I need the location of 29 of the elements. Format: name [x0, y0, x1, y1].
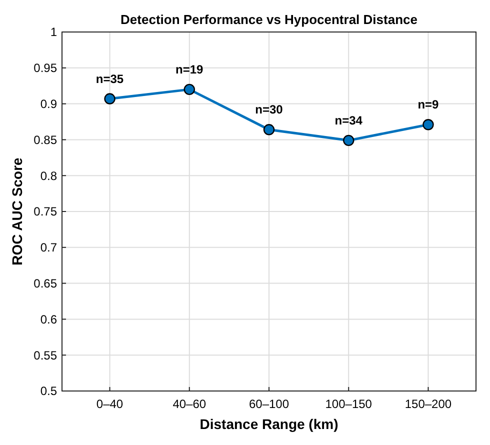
x-tick-label: 150–200: [404, 397, 452, 411]
annotation: n=9: [418, 98, 440, 112]
annotation: n=35: [96, 72, 124, 86]
y-axis-title: ROC AUC Score: [9, 157, 25, 266]
x-tick-label: 0–40: [96, 397, 124, 411]
annotation: n=19: [176, 62, 204, 76]
point: [104, 93, 116, 104]
x-tick-label: 40–60: [172, 397, 206, 411]
x-tick-label: 100–150: [325, 397, 372, 411]
x-axis-title: Distance Range (km): [200, 416, 338, 432]
y-tick-label: 0.7: [40, 240, 58, 255]
y-tick-label: 0.85: [34, 132, 58, 147]
chart-title: Detection Performance vs Hypocentral Distance: [120, 12, 418, 27]
y-tick-label: 0.55: [34, 348, 58, 362]
annotation: n=30: [255, 102, 284, 117]
y-tick-label: 0.75: [34, 204, 58, 219]
point: [184, 84, 195, 96]
y-tick-label: 0.8: [40, 168, 58, 183]
point: [343, 134, 354, 146]
y-tick-label: 0.65: [34, 276, 58, 290]
annotation: n=34: [334, 113, 363, 128]
y-tick-label: 0.6: [40, 312, 58, 326]
y-tick-label: 0.95: [34, 61, 58, 76]
y-tick-label: 0.5: [40, 384, 58, 398]
point: [263, 124, 275, 136]
point: [422, 119, 434, 130]
y-tick-label: 1: [50, 25, 58, 40]
y-tick-label: 0.9: [40, 97, 58, 111]
x-tick-label: 60–100: [248, 397, 290, 411]
